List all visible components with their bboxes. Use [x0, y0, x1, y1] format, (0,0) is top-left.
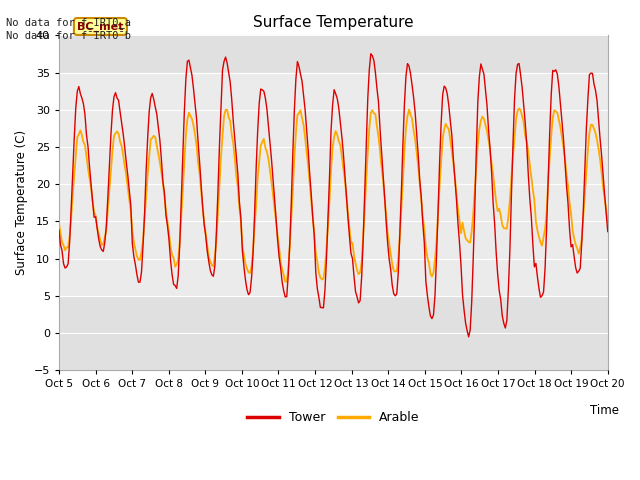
Legend: Tower, Arable: Tower, Arable [243, 407, 424, 430]
X-axis label: Time: Time [589, 404, 619, 417]
Bar [59, 72, 608, 296]
Text: No data for f¯IRT0¯b: No data for f¯IRT0¯b [6, 31, 131, 41]
Y-axis label: Surface Temperature (C): Surface Temperature (C) [15, 130, 28, 276]
Text: BC_met: BC_met [77, 21, 124, 32]
Title: Surface Temperature: Surface Temperature [253, 15, 413, 30]
Text: No data for f_IRT0_a: No data for f_IRT0_a [6, 17, 131, 28]
